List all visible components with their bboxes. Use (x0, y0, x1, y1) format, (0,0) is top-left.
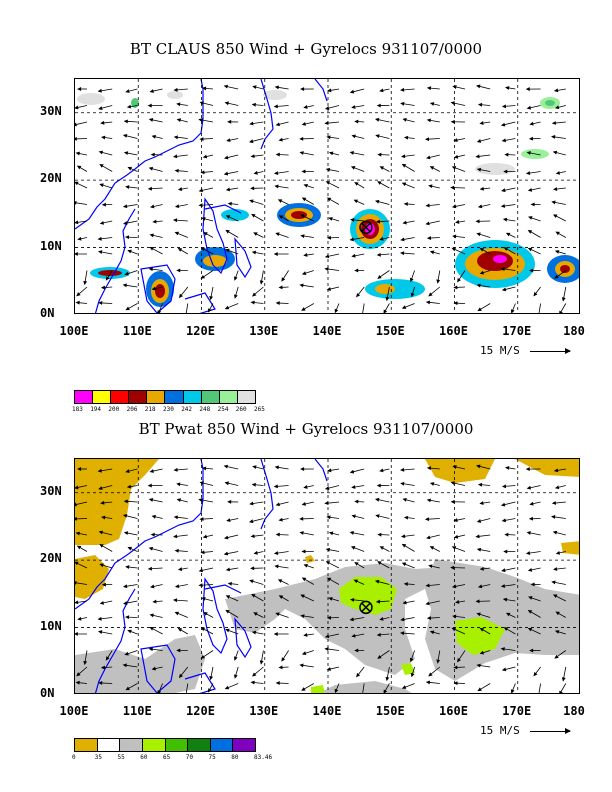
colorbar-label: 75 (208, 754, 216, 761)
panel1-lon-label: 130E (249, 324, 279, 338)
panel1-lat-label: 10N (40, 238, 62, 253)
panel2-lat-label: 20N (40, 551, 62, 566)
panel1-scale-label: 15 M/S (480, 344, 520, 357)
colorbar-swatch (237, 391, 255, 403)
colorbar-label: 183 (72, 406, 83, 413)
colorbar-swatch (183, 391, 202, 403)
panel2-scale-arrow (530, 728, 571, 734)
colorbar-label: 218 (144, 406, 156, 413)
panel2-lon-label: 110E (122, 704, 152, 718)
colorbar-swatch (75, 391, 94, 403)
colorbar-label: 194 (90, 406, 102, 413)
panel1-lon-label: 100E (59, 324, 89, 338)
colorbar-swatch (120, 739, 143, 751)
panel2-lon-label: 170E (502, 704, 532, 718)
colorbar-label: 200 (108, 406, 120, 413)
panel1-lon-label: 140E (312, 324, 342, 338)
colorbar-label: 230 (163, 406, 174, 413)
panel1-lon-label: 120E (186, 324, 215, 338)
panel2-map (74, 458, 580, 694)
colorbar-label: 242 (181, 406, 193, 413)
panel2-lon-label: 150E (375, 704, 405, 718)
colorbar-swatch (129, 391, 148, 403)
colorbar-label: 55 (117, 754, 125, 761)
colorbar-swatch (210, 739, 234, 751)
panel2-lon-label: 120E (186, 704, 215, 718)
panel2-lat-label: 30N (40, 483, 62, 498)
panel2-lon-label: 130E (249, 704, 279, 718)
panel1-lon-label: 180 (563, 324, 585, 338)
panel2-lon-label: 140E (312, 704, 342, 718)
panel1-lon-label: 110E (122, 324, 152, 338)
colorbar-label: 35 (94, 754, 102, 761)
colorbar-swatch (233, 739, 255, 751)
colorbar-swatch (165, 391, 184, 403)
colorbar-swatch (111, 391, 130, 403)
panel2-gyre-marker (359, 600, 373, 615)
panel1-lon-label: 170E (502, 324, 532, 338)
colorbar-swatch (75, 739, 98, 751)
panel2-colorbar (74, 738, 256, 752)
panel1-lat-label: 20N (40, 171, 62, 186)
colorbar-swatch (188, 739, 211, 751)
colorbar-swatch (201, 391, 220, 403)
colorbar-label: 248 (199, 406, 211, 413)
panel1-lat-label: 30N (40, 103, 62, 118)
colorbar-label: 206 (126, 406, 138, 413)
panel1-gyre-marker (359, 220, 373, 235)
panel2-map-svg (75, 459, 579, 693)
panel2-title: BT Pwat 850 Wind + Gyrelocs 931107/0000 (138, 420, 474, 438)
panel1-map (74, 78, 580, 314)
panel2-lat-label: 10N (40, 618, 62, 633)
panel2-lat-label: 0N (40, 686, 55, 700)
colorbar-swatch (147, 391, 166, 403)
panel1-title: BT CLAUS 850 Wind + Gyrelocs 931107/0000 (129, 40, 483, 58)
colorbar-label: 60 (140, 754, 148, 761)
panel1-lon-label: 160E (439, 324, 468, 338)
panel1-map-svg (75, 79, 579, 313)
panel1-scale-arrow (530, 348, 571, 354)
colorbar-swatch (219, 391, 238, 403)
colorbar-label: 260 (235, 406, 247, 413)
panel2-scale-label: 15 M/S (480, 724, 520, 737)
colorbar-swatch (93, 391, 112, 403)
panel2-lon-label: 180 (563, 704, 585, 718)
colorbar-label: 65 (163, 754, 171, 761)
colorbar-label: 83.46 (254, 754, 273, 761)
panel1-lat-label: 0N (40, 306, 55, 320)
panel1-colorbar (74, 390, 256, 404)
colorbar-swatch (142, 739, 166, 751)
panel2-lon-label: 100E (59, 704, 89, 718)
colorbar-label: 254 (217, 406, 229, 413)
panel1-lon-label: 150E (375, 324, 405, 338)
panel2-lon-label: 160E (439, 704, 468, 718)
colorbar-swatch (165, 739, 189, 751)
colorbar-label: 70 (185, 754, 193, 761)
colorbar-label: 265 (254, 406, 265, 413)
colorbar-label: 80 (231, 754, 239, 761)
colorbar-swatch (97, 739, 121, 751)
colorbar-label: 0 (72, 754, 76, 761)
